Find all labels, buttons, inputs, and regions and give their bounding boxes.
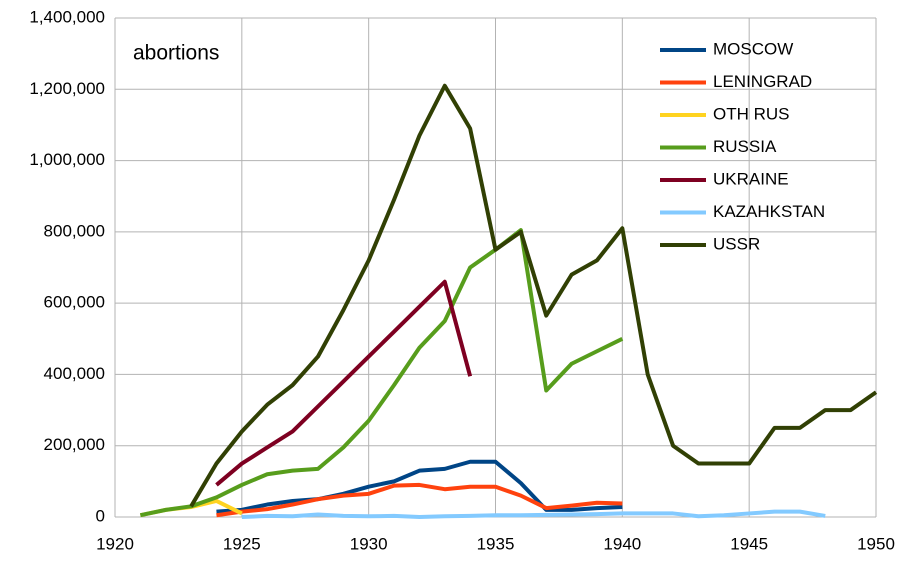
x-tick-label: 1920	[96, 534, 134, 553]
y-tick-label: 200,000	[44, 435, 105, 454]
legend-label: OTH RUS	[713, 104, 790, 123]
legend-label: LENINGRAD	[713, 72, 812, 91]
y-tick-label: 600,000	[44, 293, 105, 312]
x-tick-label: 1940	[603, 534, 641, 553]
series-line	[139, 228, 624, 518]
legend-label: RUSSIA	[713, 137, 777, 156]
series-line	[216, 482, 623, 518]
legend-label: KAZAHKSTAN	[713, 202, 825, 221]
x-tick-label: 1950	[857, 534, 895, 553]
y-tick-label: 1,400,000	[29, 7, 105, 26]
y-tick-label: 400,000	[44, 364, 105, 383]
chart-title: abortions	[133, 42, 219, 65]
legend-label: UKRAINE	[713, 169, 789, 188]
series-line	[215, 279, 473, 487]
legend-label: USSR	[713, 234, 760, 253]
y-tick-label: 0	[96, 506, 105, 525]
series-line	[216, 459, 623, 514]
x-tick-label: 1930	[350, 534, 388, 553]
y-tick-label: 1,000,000	[29, 150, 105, 169]
y-tick-label: 1,200,000	[29, 79, 105, 98]
series-line	[189, 83, 878, 508]
x-tick-label: 1925	[223, 534, 261, 553]
x-tick-label: 1935	[477, 534, 515, 553]
legend-label: MOSCOW	[713, 39, 793, 58]
x-tick-label: 1945	[730, 534, 768, 553]
series-line	[241, 509, 826, 519]
y-tick-label: 800,000	[44, 221, 105, 240]
